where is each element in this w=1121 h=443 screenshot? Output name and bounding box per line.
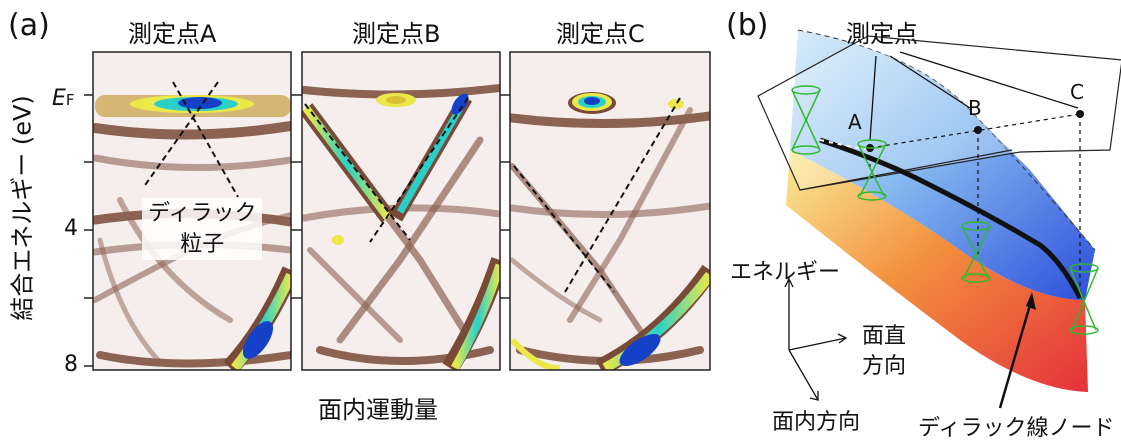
point-c-dot [1076, 110, 1084, 118]
point-a-label: A [848, 110, 862, 134]
dirac-line-node-curve [819, 137, 1083, 300]
axis-perp-label: 面直 方向 [862, 322, 906, 382]
cone-a [857, 139, 887, 201]
axis-perp-line1: 面直 [862, 324, 907, 349]
panel-b-letter: (b) [726, 8, 769, 43]
dirac-lines-c [513, 97, 681, 293]
panel-title-b: 測定点B [352, 20, 441, 48]
x-axis-label: 面内運動量 [318, 396, 438, 424]
dirac-particle-line1: ディラック [148, 201, 257, 226]
panel-b-frame [301, 51, 501, 371]
dirac-particle-line2: 粒子 [180, 232, 225, 257]
panel-c-frame [509, 51, 711, 371]
y-tick-8: 8 [64, 352, 78, 377]
dirac-lines-a [142, 81, 239, 198]
y-ticks [84, 94, 510, 367]
panel-a-letter: (a) [8, 8, 50, 43]
axis-inplane-label: 面内方向 [772, 410, 861, 435]
ef-main: E [52, 86, 66, 111]
axis-energy-label: エネルギー [730, 260, 841, 285]
panel-c-image [510, 52, 710, 370]
dirac-line-node-label: ディラック線ノード [918, 416, 1115, 441]
cone-top-left [791, 85, 821, 155]
axis-perp-line2: 方向 [862, 354, 907, 379]
point-b-label: B [968, 96, 982, 120]
lower-band-sheet [786, 150, 1088, 392]
point-b-dot [974, 126, 982, 134]
ef-label: EF [52, 86, 75, 111]
panel-title-a: 測定点A [128, 20, 217, 48]
measure-points-label: 測定点 [846, 20, 918, 48]
point-c-label: C [1070, 80, 1084, 104]
panel-b-image [302, 52, 500, 370]
panel-a-frame [92, 51, 292, 371]
ef-sub: F [65, 91, 75, 109]
cone-b [961, 221, 991, 283]
dirac-particle-annotation: ディラック 粒子 [142, 198, 263, 260]
dirac-cones [791, 85, 1099, 335]
dirac-lines-b [304, 97, 469, 243]
y-tick-4: 4 [64, 216, 78, 241]
axes-arrows [784, 277, 848, 401]
panel-title-c: 測定点C [556, 20, 645, 48]
cone-c [1069, 263, 1099, 335]
